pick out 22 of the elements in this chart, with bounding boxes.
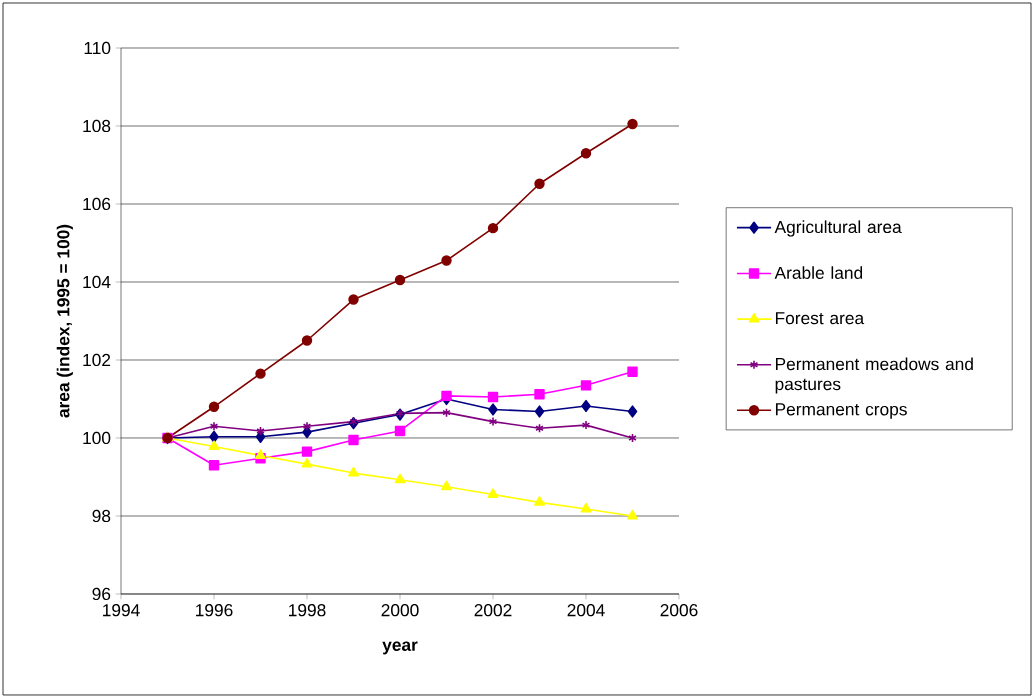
y-tick-label: 110 <box>84 41 111 55</box>
legend-label: Agricultural area <box>774 220 902 237</box>
y-tick-label: 104 <box>83 275 111 289</box>
legend-label: Arable land <box>774 266 863 279</box>
x-tick-label: 1998 <box>289 604 326 617</box>
y-tick-label: 102 <box>83 353 111 367</box>
y-tick-label: 98 <box>92 509 111 523</box>
x-tick-label: 2006 <box>660 604 698 617</box>
y-tick-label: 100 <box>83 431 111 445</box>
legend-label: Permanent crops <box>775 403 907 419</box>
legend-label: Forest area <box>775 312 865 325</box>
y-axis-title: area (index, 1995 = 100) <box>56 224 73 418</box>
x-tick-label: 2000 <box>381 604 419 617</box>
x-tick-label: 1996 <box>196 604 233 617</box>
x-tick-label: 2002 <box>474 604 512 617</box>
x-tick-label: 1994 <box>103 604 140 617</box>
y-tick-label: 96 <box>92 587 111 601</box>
y-tick-label: 106 <box>83 197 111 211</box>
y-tick-label: 108 <box>83 119 111 133</box>
x-axis-title: year <box>382 641 418 655</box>
legend-label: Permanent meadows and pastures <box>775 357 973 394</box>
x-tick-label: 2004 <box>567 604 605 617</box>
